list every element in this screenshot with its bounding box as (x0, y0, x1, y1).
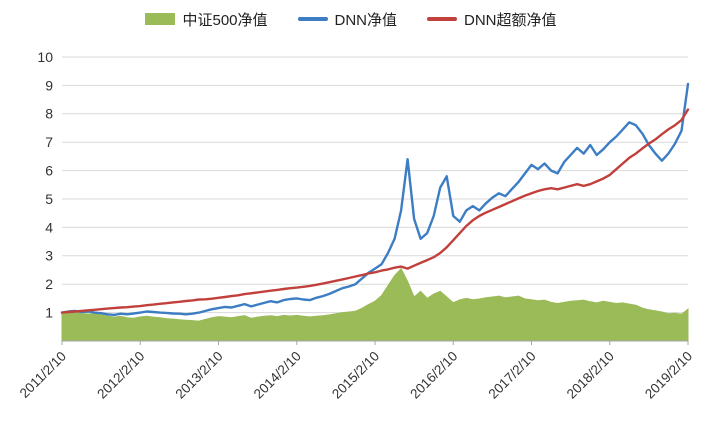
y-axis-tick-label: 5 (45, 191, 53, 207)
legend-label-dnn: DNN净值 (334, 11, 398, 29)
x-axis-tick-label: 2012/2/10 (94, 349, 147, 402)
legend-item-dnn-excess: DNN超额净值 (427, 9, 557, 30)
y-axis-tick-label: 1 (45, 305, 53, 321)
series-csi500-area (61, 267, 689, 342)
y-axis-tick-label: 2 (45, 276, 53, 292)
x-axis-tick-label: 2018/2/10 (564, 349, 617, 402)
x-axis-tick-label: 2014/2/10 (251, 349, 304, 402)
legend-label-csi500: 中证500净值 (182, 11, 268, 29)
x-axis-labels: 2011/2/10 2012/2/10 2013/2/10 2014/2/10 2015… (17, 349, 695, 402)
x-axis-tick-label: 2019/2/10 (642, 349, 695, 402)
csi500-area-swatch (145, 13, 176, 25)
y-axis-tick-label: 4 (45, 219, 53, 235)
series-dnn-excess-line (60, 108, 690, 314)
legend-label-dnn-excess: DNN超额净值 (464, 11, 557, 29)
y-axis-tick-label: 3 (45, 248, 53, 264)
series-group (60, 82, 690, 342)
x-axis-ticks (61, 341, 689, 345)
dnn-excess-line-swatch (427, 17, 458, 21)
y-axis-tick-label: 6 (45, 163, 53, 179)
x-axis-tick-label: 2011/2/10 (17, 349, 69, 401)
y-axis-tick-label: 7 (45, 134, 53, 150)
legend-item-csi500: 中证500净值 (145, 9, 268, 30)
y-axis-tick-label: 8 (45, 106, 53, 122)
gridlines (62, 56, 688, 314)
y-axis-tick-label: 10 (37, 49, 53, 65)
x-axis-tick-label: 2015/2/10 (329, 349, 382, 402)
series-dnn-line (60, 82, 690, 317)
x-axis-tick-label: 2013/2/10 (173, 349, 226, 402)
x-axis-tick-label: 2016/2/10 (407, 349, 460, 402)
x-axis-tick-label: 2017/2/10 (486, 349, 539, 402)
chart-legend: 中证500净值 DNN净值 DNN超额净值 (0, 0, 702, 34)
y-axis-tick-label: 9 (45, 77, 53, 93)
dnn-line-swatch (297, 17, 328, 21)
y-axis-labels: 1 2 3 4 5 6 7 8 9 10 (37, 49, 53, 321)
legend-item-dnn: DNN净值 (297, 9, 398, 30)
